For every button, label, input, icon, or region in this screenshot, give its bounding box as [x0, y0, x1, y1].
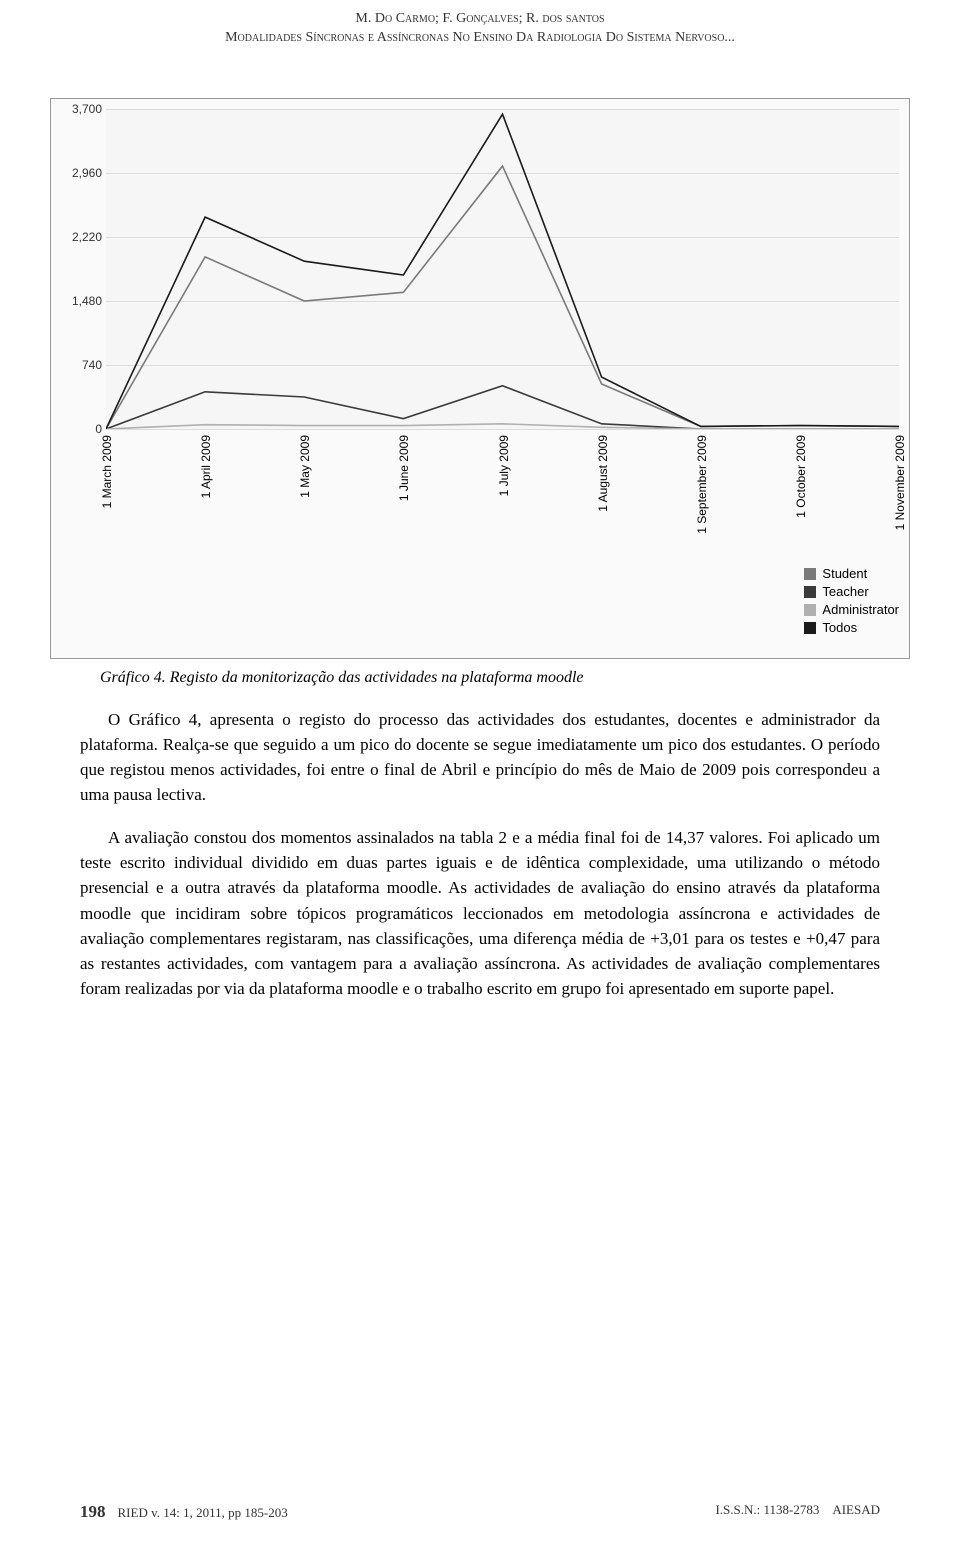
page-number: 198 [80, 1502, 106, 1522]
legend-label: Student [822, 565, 867, 583]
paragraph-2: A avaliação constou dos momentos assinal… [80, 825, 880, 1001]
legend-label: Administrator [822, 601, 899, 619]
x-tick-label: 1 May 2009 [298, 435, 312, 498]
x-tick-label: 1 June 2009 [397, 435, 411, 501]
chart-caption: Gráfico 4. Registo da monitorização das … [100, 669, 880, 687]
x-tick-label: 1 October 2009 [794, 435, 808, 518]
legend-item: Student [804, 565, 867, 583]
y-tick-label: 0 [56, 422, 102, 436]
activity-chart: 0 740 1,480 2,220 2,960 3,700 1 March 2009 1 A… [50, 98, 910, 659]
page-footer: 198 RIED v. 14: 1, 2011, pp 185-203 I.S.… [0, 1502, 960, 1522]
legend-swatch [804, 568, 816, 580]
series-line [106, 166, 899, 429]
y-tick-label: 1,480 [56, 294, 102, 308]
x-tick-label: 1 September 2009 [695, 435, 709, 534]
legend-swatch [804, 604, 816, 616]
footer-right: I.S.S.N.: 1138-2783 AIESAD [715, 1502, 880, 1522]
series-line [106, 386, 899, 429]
legend-item: Teacher [804, 583, 868, 601]
page-header: M. Do Carmo; F. Gonçalves; R. dos santos… [0, 0, 960, 68]
y-tick-label: 3,700 [56, 102, 102, 116]
paragraph-1: O Gráfico 4, apresenta o registo do proc… [80, 707, 880, 808]
x-tick-label: 1 March 2009 [100, 435, 114, 508]
footer-left: 198 RIED v. 14: 1, 2011, pp 185-203 [80, 1502, 288, 1522]
y-tick-label: 740 [56, 358, 102, 372]
body-text: O Gráfico 4, apresenta o registo do proc… [80, 707, 880, 1002]
y-tick-label: 2,960 [56, 166, 102, 180]
legend-swatch [804, 622, 816, 634]
chart-legend: StudentTeacherAdministratorTodos [804, 559, 899, 648]
x-axis: 1 March 20091 April 20091 May 20091 June… [106, 429, 899, 559]
legend-label: Teacher [822, 583, 868, 601]
chart-lines [106, 109, 899, 429]
y-axis: 07401,4802,2202,9603,700 [56, 109, 104, 429]
series-line [106, 114, 899, 429]
footer-journal: RIED v. 14: 1, 2011, pp 185-203 [118, 1505, 288, 1521]
x-tick-label: 1 November 2009 [893, 435, 907, 530]
legend-item: Administrator [804, 601, 899, 619]
legend-swatch [804, 586, 816, 598]
x-tick-label: 1 August 2009 [596, 435, 610, 512]
legend-label: Todos [822, 619, 857, 637]
x-tick-label: 1 July 2009 [497, 435, 511, 496]
x-tick-label: 1 April 2009 [199, 435, 213, 498]
legend-item: Todos [804, 619, 857, 637]
header-authors: M. Do Carmo; F. Gonçalves; R. dos santos [80, 10, 880, 29]
y-tick-label: 2,220 [56, 230, 102, 244]
chart-plot-area [106, 109, 899, 429]
header-title: Modalidades Síncronas e Assíncronas No E… [80, 29, 880, 48]
